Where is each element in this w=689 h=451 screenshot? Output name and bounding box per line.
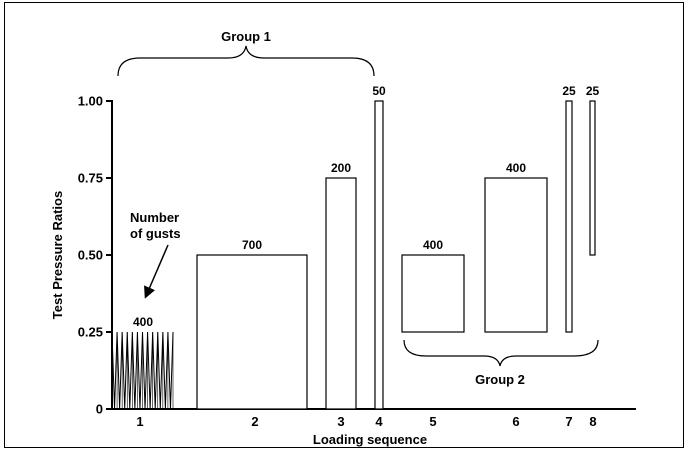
- gust-count-label: 50: [372, 84, 386, 98]
- group1-label: Group 1: [221, 29, 271, 44]
- group2-brace: [403, 339, 599, 367]
- y-tick-label: 1.00: [78, 94, 103, 109]
- x-axis-label: Loading sequence: [313, 432, 427, 447]
- gust-count-label: 200: [331, 161, 351, 175]
- load-block-8: [589, 100, 596, 256]
- load-block-6: [484, 177, 548, 333]
- x-tick-label: 4: [375, 414, 383, 429]
- load-block-3: [325, 177, 357, 410]
- gust-count-label: 25: [562, 84, 576, 98]
- gust-labels: 400 700 200 50 400 400 25 25: [133, 84, 600, 329]
- x-tick-label: 7: [565, 414, 572, 429]
- x-tick-label: 6: [512, 414, 519, 429]
- group2-label: Group 2: [475, 372, 525, 387]
- load-block-5: [401, 254, 465, 333]
- x-tick-label: 3: [337, 414, 344, 429]
- number-of-gusts-label-1: Number: [130, 210, 179, 225]
- y-tick-label: 0: [96, 402, 103, 417]
- gust-count-label: 400: [423, 238, 443, 252]
- gust-count-label: 400: [506, 161, 526, 175]
- number-of-gusts-arrow: [144, 244, 169, 299]
- x-tick-label: 2: [251, 414, 258, 429]
- gust-count-label: 25: [586, 84, 600, 98]
- x-ticks: 1 2 3 4 5 6 7 8: [136, 414, 596, 429]
- y-ticks: 0 0.25 0.50 0.75 1.00: [78, 94, 112, 417]
- number-of-gusts-label-2: of gusts: [130, 226, 181, 241]
- x-tick-label: 5: [429, 414, 436, 429]
- load-block-2: [196, 254, 308, 410]
- y-tick-label: 0.75: [78, 171, 103, 186]
- y-tick-label: 0.25: [78, 325, 103, 340]
- gust-count-label: 700: [242, 238, 262, 252]
- group1-brace: [117, 45, 375, 77]
- y-axis-label: Test Pressure Ratios: [50, 191, 65, 319]
- x-tick-label: 8: [589, 414, 596, 429]
- load-block-4: [374, 100, 384, 410]
- x-tick-label: 1: [136, 414, 143, 429]
- gust-count-label: 400: [133, 315, 153, 329]
- y-tick-label: 0.50: [78, 248, 103, 263]
- load-blocks: [111, 100, 596, 410]
- load-block-7: [565, 100, 573, 333]
